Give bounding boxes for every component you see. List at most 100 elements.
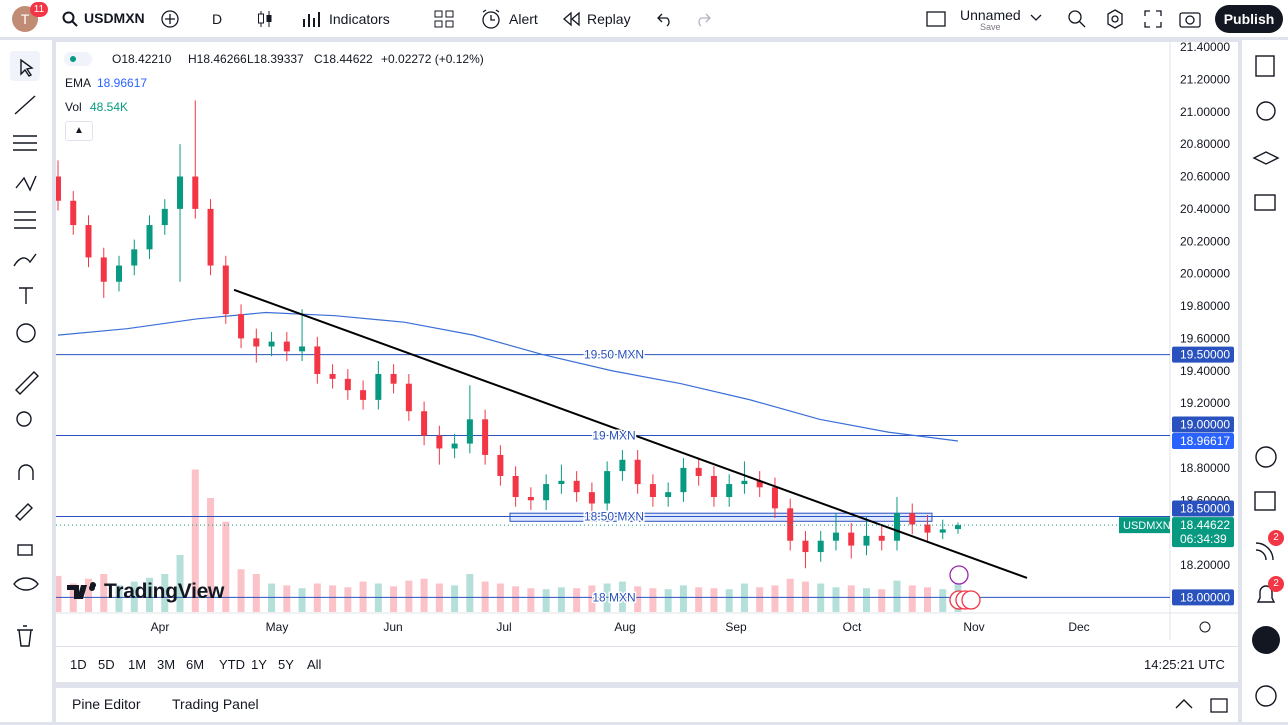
alert-button[interactable]: Alert: [509, 11, 538, 27]
draw-mode-tool[interactable]: [15, 503, 33, 521]
collapse-icon[interactable]: [1174, 698, 1194, 710]
settings-icon[interactable]: [1104, 8, 1126, 30]
watermark: TradingView: [104, 580, 225, 603]
brush-tool[interactable]: [13, 253, 37, 267]
price-badge: [1172, 346, 1234, 363]
lock-tool[interactable]: [17, 544, 33, 556]
trendline-tool[interactable]: [14, 95, 36, 115]
price-tick-label: 21.00000: [1180, 105, 1230, 119]
candle-body: [710, 475, 717, 498]
time-label: Aug: [614, 620, 635, 634]
products-icon[interactable]: [1252, 626, 1280, 654]
interval[interactable]: D: [212, 11, 223, 27]
volume-bar: [756, 587, 764, 612]
data-window-icon[interactable]: [1252, 151, 1280, 165]
range-button[interactable]: All: [307, 657, 322, 672]
zoom-tool[interactable]: [16, 411, 32, 427]
projection-tool[interactable]: [14, 211, 36, 229]
calendar-icon[interactable]: [1254, 491, 1276, 511]
symbol-name-badge: [1119, 517, 1170, 534]
redo-icon[interactable]: [694, 11, 712, 27]
candle-body: [527, 497, 534, 501]
hotlist-icon[interactable]: [1255, 446, 1277, 468]
price-badge: [1172, 416, 1234, 433]
candle-body: [619, 459, 626, 472]
ideas-badge: 2: [1268, 530, 1284, 546]
symbol[interactable]: USDMXN: [84, 10, 145, 26]
emoji-tool[interactable]: [16, 323, 36, 343]
notifications-icon[interactable]: [1256, 585, 1276, 603]
range-bar: 1D 5D 1M 3M 6M YTD 1Y 5Y All 14:25:21 UTC: [56, 646, 1238, 680]
candle-body: [512, 475, 519, 498]
chart-canvas[interactable]: 19.50 MXN 19 MXN 18.50 MXN 18 MXN 21.40000 2…: [56, 42, 1238, 640]
text-tool[interactable]: [19, 287, 33, 304]
range-button[interactable]: 1D: [70, 657, 87, 672]
candle-body: [360, 390, 367, 400]
candle-body: [116, 265, 123, 282]
volume-bar: [542, 589, 550, 612]
volume-bar: [634, 586, 642, 612]
price-zone: [509, 512, 933, 522]
candle-body: [283, 341, 290, 352]
replay-button[interactable]: Replay: [587, 11, 631, 27]
layout-menu-icon[interactable]: [1030, 14, 1042, 22]
snapshot-icon[interactable]: [1179, 9, 1201, 29]
candle-body: [680, 467, 687, 493]
candle-body: [634, 459, 641, 485]
last-price-badge: [1172, 517, 1234, 548]
candle-body: [924, 524, 931, 533]
publish-button[interactable]: Publish: [1215, 5, 1283, 33]
indicators-button[interactable]: Indicators: [329, 11, 390, 27]
range-button[interactable]: 5D: [98, 657, 115, 672]
ruler-tool[interactable]: [15, 371, 39, 395]
undo-icon[interactable]: [656, 11, 674, 27]
magnet-tool[interactable]: [18, 464, 34, 480]
candle-body: [329, 373, 336, 379]
candle-body: [253, 338, 260, 347]
maximize-icon[interactable]: [1210, 696, 1228, 714]
range-button[interactable]: 5Y: [278, 657, 294, 672]
trading-panel-tab[interactable]: Trading Panel: [172, 696, 259, 712]
cursor-tool[interactable]: [20, 58, 34, 77]
range-button[interactable]: 1Y: [251, 657, 267, 672]
price-tick-label: 21.20000: [1180, 72, 1230, 86]
range-button[interactable]: 6M: [186, 657, 205, 672]
price-tick-label: 18.80000: [1180, 461, 1230, 475]
layouts-icon[interactable]: [434, 10, 454, 28]
hide-tool[interactable]: [13, 577, 39, 591]
clock[interactable]: 14:25:21 UTC: [1144, 657, 1225, 672]
volume-bar: [405, 580, 413, 612]
candle-body: [848, 532, 855, 546]
pine-editor-tab[interactable]: Pine Editor: [72, 696, 141, 712]
search-icon[interactable]: [62, 11, 78, 27]
range-button[interactable]: 3M: [157, 657, 176, 672]
quick-search-icon[interactable]: [1066, 8, 1088, 30]
watchlist-icon[interactable]: [1255, 55, 1275, 77]
range-button[interactable]: YTD: [219, 657, 245, 672]
candle-body: [299, 346, 306, 352]
layout-name[interactable]: Unnamed: [960, 7, 1021, 23]
help-icon[interactable]: [1255, 685, 1277, 707]
fib-tool[interactable]: [13, 135, 37, 151]
candle-type-icon[interactable]: [256, 9, 274, 29]
legend-close: C18.44622: [314, 52, 373, 66]
fullscreen-icon[interactable]: [1144, 10, 1162, 28]
chat-icon[interactable]: [1254, 194, 1276, 211]
pattern-tool[interactable]: [15, 175, 37, 192]
volume-bar: [252, 574, 260, 612]
drawing-toolbar: [0, 40, 52, 722]
alerts-icon[interactable]: [1256, 101, 1276, 121]
ideas-icon[interactable]: [1255, 542, 1274, 561]
trendline: [233, 288, 1028, 579]
alert-icon[interactable]: [480, 8, 502, 30]
collapse-legend[interactable]: ▲: [65, 121, 93, 141]
price-badge-label: 18.50000: [1180, 501, 1230, 515]
price-badge-label: 18.96617: [1180, 434, 1230, 448]
delete-tool[interactable]: [17, 625, 33, 647]
indicators-icon[interactable]: [302, 9, 322, 29]
add-symbol-icon[interactable]: [160, 9, 180, 29]
layout-icon[interactable]: [926, 10, 946, 28]
price-tick-label: 20.80000: [1180, 137, 1230, 151]
replay-icon[interactable]: [562, 11, 580, 27]
range-button[interactable]: 1M: [128, 657, 147, 672]
